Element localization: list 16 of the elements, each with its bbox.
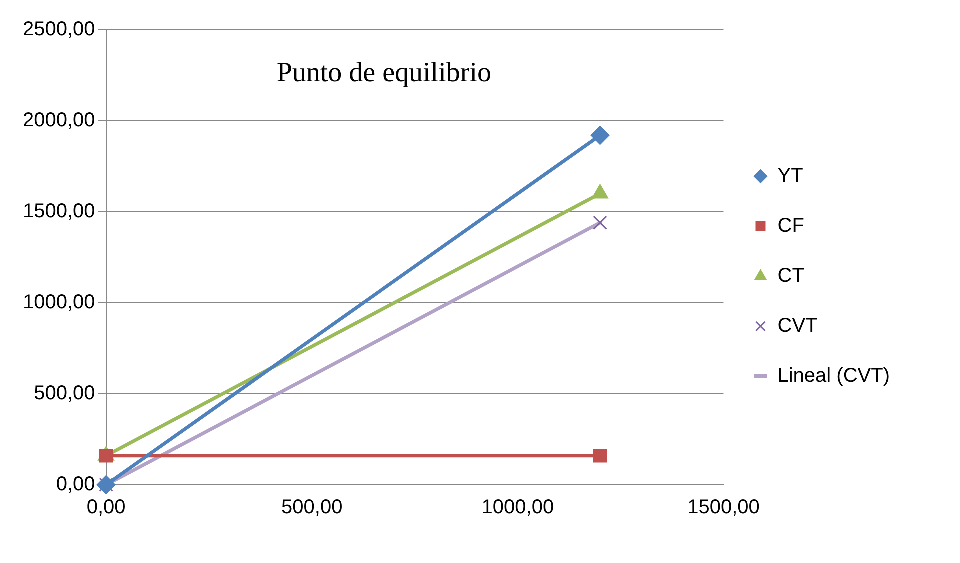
legend-label: Lineal (CVT): [778, 365, 890, 388]
y-tick-label: 0,00: [56, 474, 96, 496]
text: Punto de equilibrio: [276, 57, 492, 88]
y-tick-label: 2500,00: [23, 18, 96, 41]
legend-label: CVT: [778, 315, 818, 338]
x-tick-label: 500,00: [282, 496, 343, 519]
legend-label: YT: [778, 165, 804, 188]
x-tick-label: 1000,00: [482, 496, 554, 519]
x-tick-label: 1500,00: [688, 496, 760, 519]
legend-label: CT: [778, 265, 804, 288]
x-tick-label: 0,00: [86, 496, 126, 519]
legend-label: CF: [778, 215, 804, 238]
y-tick-label: 500,00: [34, 382, 96, 405]
y-tick-label: 1000,00: [23, 292, 96, 314]
y-tick-label: 1500,00: [23, 200, 96, 223]
y-tick-label: 2000,00: [23, 110, 96, 132]
